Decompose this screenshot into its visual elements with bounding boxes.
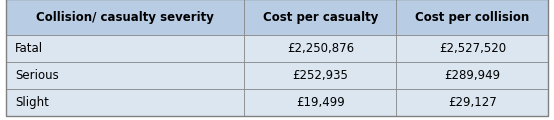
Bar [244, 35, 397, 62]
Text: £19,499: £19,499 [296, 96, 345, 109]
Text: Slight: Slight [16, 96, 49, 109]
Bar [397, 0, 548, 35]
Bar [6, 89, 244, 116]
Bar [244, 89, 397, 116]
Bar [6, 62, 244, 89]
Bar [244, 0, 397, 35]
Text: Collision/ casualty severity: Collision/ casualty severity [36, 11, 214, 24]
Text: £289,949: £289,949 [444, 69, 500, 82]
Bar [397, 89, 548, 116]
Bar [397, 62, 548, 89]
Text: Cost per casualty: Cost per casualty [263, 11, 378, 24]
Bar [397, 35, 548, 62]
Bar [244, 62, 397, 89]
Text: £2,527,520: £2,527,520 [439, 42, 506, 55]
Bar [6, 35, 244, 62]
Text: Serious: Serious [16, 69, 59, 82]
Text: Fatal: Fatal [16, 42, 43, 55]
Text: Cost per collision: Cost per collision [416, 11, 530, 24]
Text: £252,935: £252,935 [293, 69, 348, 82]
Bar [6, 0, 244, 35]
Text: £29,127: £29,127 [448, 96, 497, 109]
Text: £2,250,876: £2,250,876 [287, 42, 354, 55]
